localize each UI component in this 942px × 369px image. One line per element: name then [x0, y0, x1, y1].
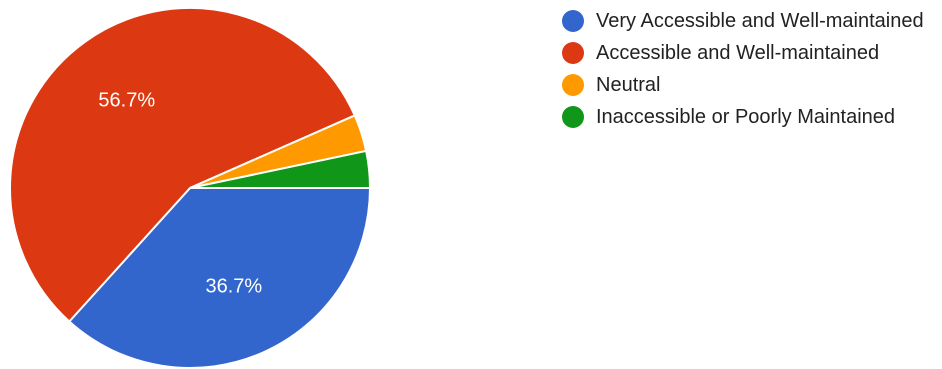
- pie-slices: [9, 7, 372, 369]
- pie-labels: 36.7% 56.7%: [98, 89, 262, 297]
- legend-item-2[interactable]: Neutral: [562, 70, 940, 100]
- legend-label-1: Accessible and Well-maintained: [596, 42, 880, 64]
- slice-label-0: 36.7%: [205, 276, 262, 298]
- legend-swatch-3: [562, 106, 584, 128]
- pie-slice-1[interactable]: [9, 7, 357, 323]
- legend-label-3: Inaccessible or Poorly Maintained: [596, 106, 896, 128]
- legend-label-0: Very Accessible and Well-maintained: [596, 10, 924, 32]
- legend-swatch-1: [562, 42, 584, 64]
- legend-swatch-0: [562, 10, 584, 32]
- legend-item-1[interactable]: Accessible and Well-maintained: [562, 38, 940, 68]
- chart-legend: Very Accessible and Well-maintained Acces…: [562, 6, 940, 134]
- slice-label-1: 56.7%: [98, 89, 155, 111]
- pie-chart: 36.7% 56.7%: [9, 7, 372, 369]
- legend-item-3[interactable]: Inaccessible or Poorly Maintained: [562, 102, 940, 132]
- legend-swatch-2: [562, 74, 584, 96]
- legend-item-0[interactable]: Very Accessible and Well-maintained: [562, 6, 940, 36]
- pie-slice-0[interactable]: [67, 187, 372, 369]
- legend-label-2: Neutral: [596, 74, 661, 96]
- pie-slice-3[interactable]: [189, 149, 372, 189]
